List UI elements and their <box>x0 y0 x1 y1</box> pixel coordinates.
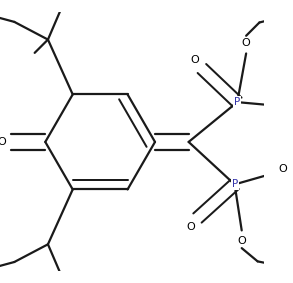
Text: O: O <box>186 222 195 232</box>
Text: P: P <box>231 179 238 189</box>
Text: O: O <box>0 137 6 147</box>
Text: O: O <box>278 164 287 174</box>
Text: P: P <box>234 97 241 107</box>
Text: O: O <box>292 102 293 112</box>
Text: O: O <box>237 236 246 246</box>
Text: O: O <box>242 38 251 48</box>
Text: O: O <box>190 55 199 65</box>
